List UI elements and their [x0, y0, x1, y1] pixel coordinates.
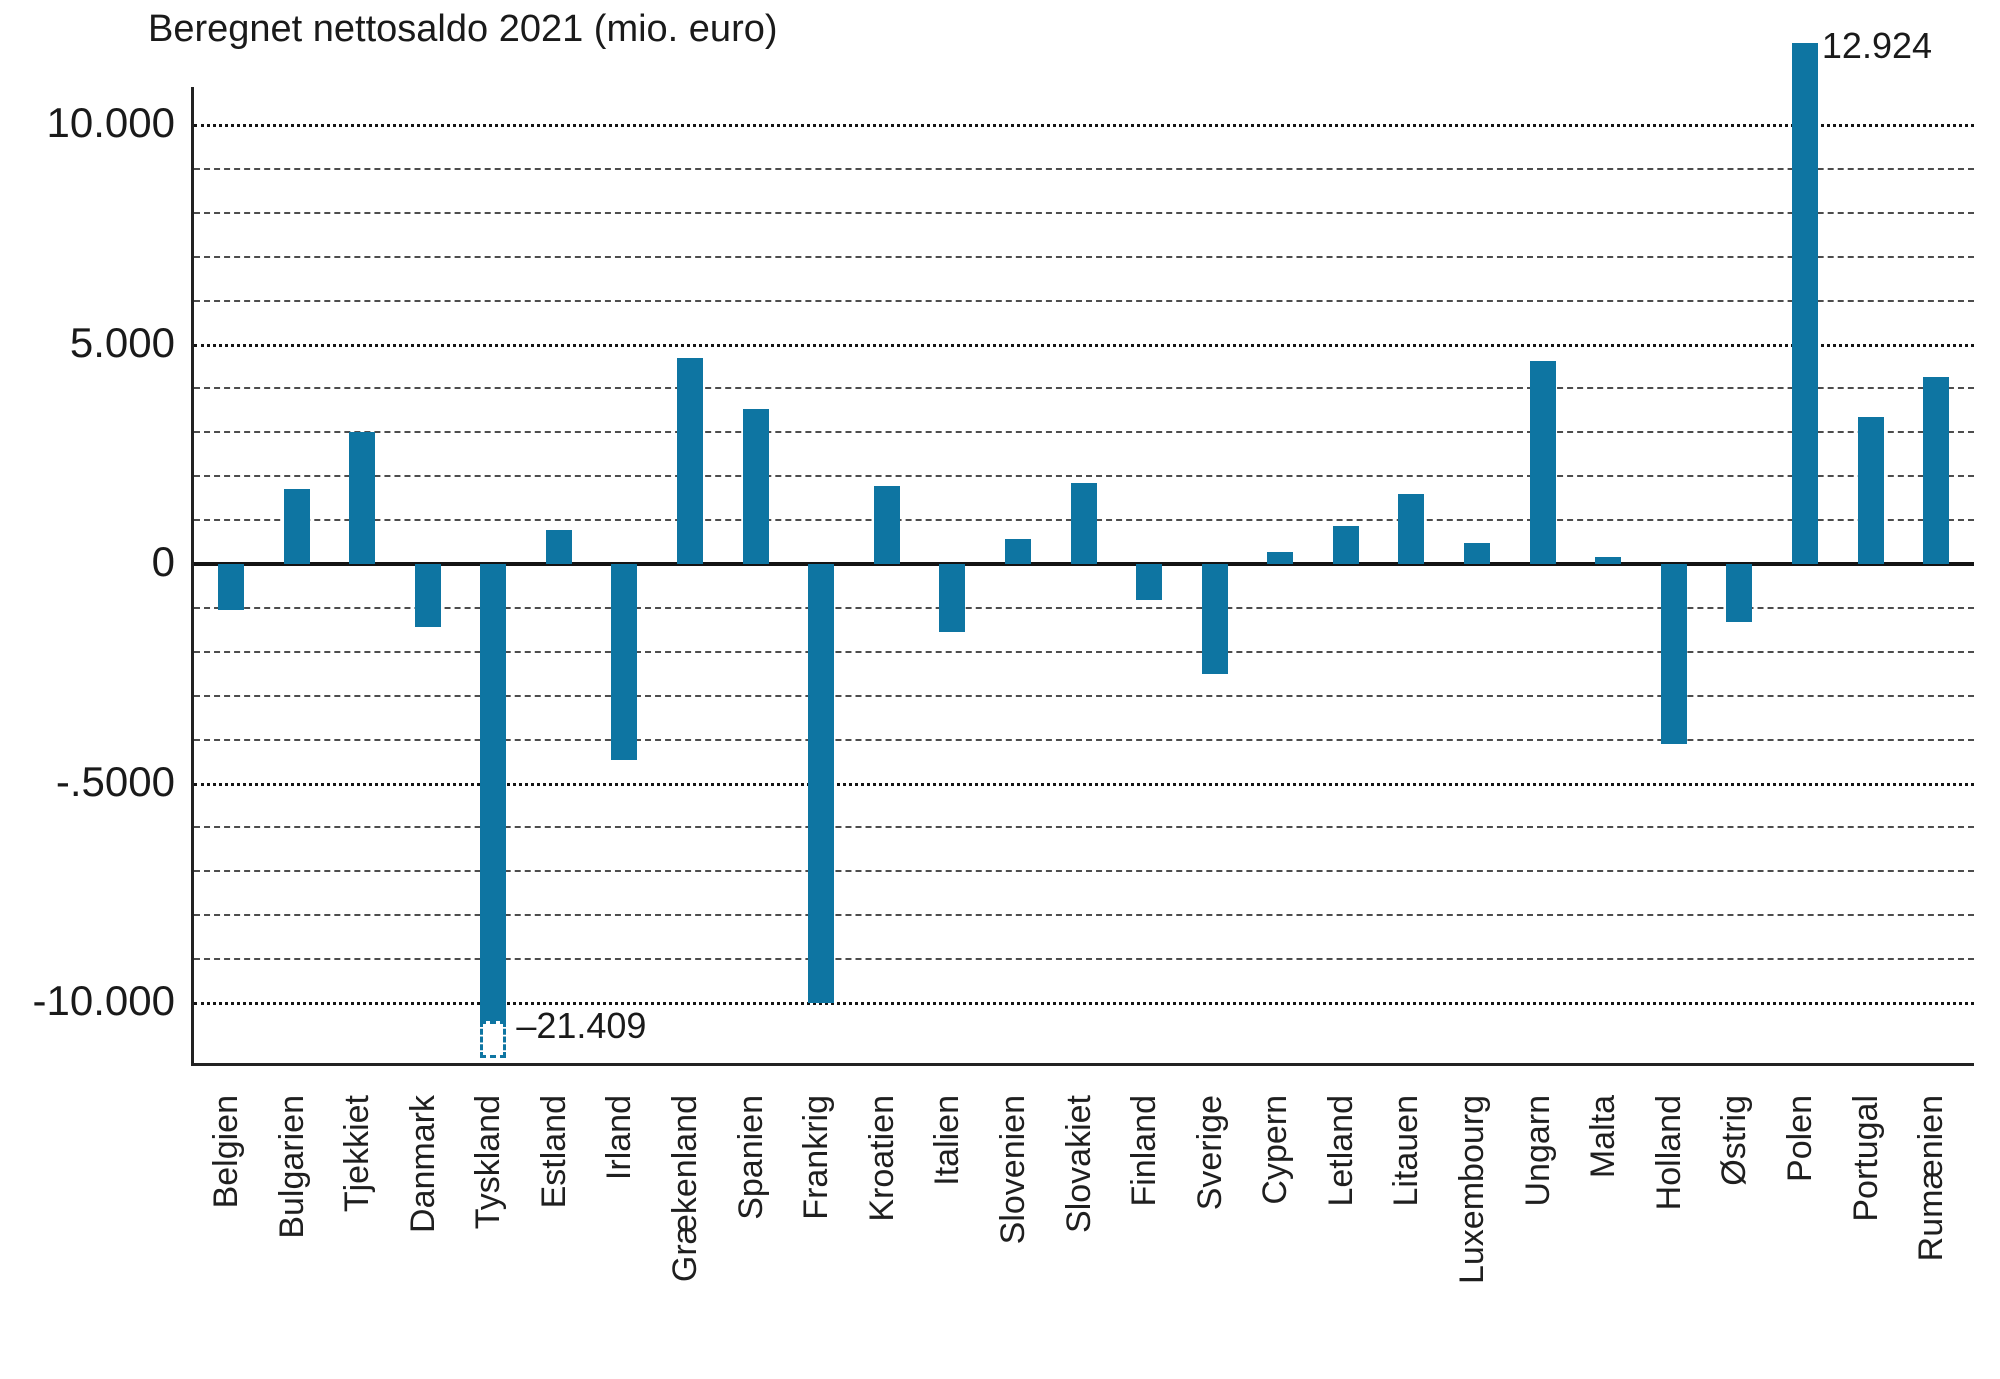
- x-label-kroatien: Kroatien: [862, 1095, 901, 1222]
- bar-luxembourg: [1464, 543, 1491, 564]
- bar-grækenland: [677, 358, 704, 564]
- y-tick-label: 0: [151, 538, 175, 585]
- x-label-malta: Malta: [1584, 1095, 1623, 1179]
- x-label-estland: Estland: [534, 1095, 573, 1209]
- x-label-holland: Holland: [1649, 1095, 1688, 1211]
- x-label-rumænien: Rumænien: [1912, 1095, 1951, 1262]
- x-label-bulgarien: Bulgarien: [272, 1095, 311, 1239]
- bar-cypern: [1267, 551, 1294, 564]
- minor-gridline: [194, 299, 1974, 302]
- x-label-slovakiet: Slovakiet: [1059, 1095, 1098, 1233]
- minor-gridline: [194, 826, 1974, 829]
- minor-gridline: [194, 914, 1974, 917]
- bar-estland: [545, 529, 572, 564]
- minor-gridline: [194, 738, 1974, 741]
- minor-gridline: [194, 255, 1974, 258]
- bar-malta: [1595, 557, 1622, 564]
- x-label-frankrig: Frankrig: [797, 1095, 836, 1220]
- x-label-spanien: Spanien: [731, 1095, 770, 1220]
- major-gridline: [194, 782, 1974, 786]
- x-label-østrig: Østrig: [1715, 1095, 1754, 1186]
- bar-ungarn: [1529, 360, 1556, 564]
- bar-sverige: [1201, 564, 1228, 675]
- bar-spanien: [742, 409, 769, 564]
- minor-gridline: [194, 606, 1974, 609]
- y-tick-label: -10.000: [32, 977, 175, 1024]
- y-tick-label: -.5000: [55, 757, 175, 805]
- x-label-grækenland: Grækenland: [666, 1095, 705, 1283]
- minor-gridline: [194, 650, 1974, 653]
- bar-holland: [1660, 564, 1687, 744]
- x-label-ungarn: Ungarn: [1518, 1095, 1557, 1207]
- minor-gridline: [194, 387, 1974, 390]
- bar-litauen: [1398, 494, 1425, 564]
- bar-rumænien: [1923, 376, 1950, 564]
- bar-danmark: [414, 564, 441, 627]
- minor-gridline: [194, 958, 1974, 961]
- x-label-tyskland: Tyskland: [469, 1095, 508, 1230]
- zero-baseline: [194, 562, 1974, 566]
- x-label-irland: Irland: [600, 1095, 639, 1181]
- bar-belgien: [218, 564, 244, 611]
- x-label-letland: Letland: [1321, 1095, 1360, 1207]
- bar-slovakiet: [1070, 483, 1097, 564]
- x-label-tjekkiet: Tjekkiet: [338, 1095, 377, 1213]
- bar-italien: [939, 564, 966, 632]
- x-label-italien: Italien: [928, 1095, 967, 1186]
- minor-gridline: [194, 211, 1974, 214]
- bar-finland: [1136, 564, 1163, 600]
- plot-area: 12.924 –21.409: [191, 25, 1974, 1066]
- x-label-cypern: Cypern: [1256, 1095, 1295, 1205]
- major-gridline: [194, 124, 1974, 127]
- bar-polen: [1791, 43, 1818, 564]
- minor-gridline: [194, 870, 1974, 873]
- minor-gridline: [194, 694, 1974, 697]
- minor-gridline: [194, 167, 1974, 170]
- minor-gridline: [194, 475, 1974, 478]
- bar-letland: [1332, 525, 1359, 564]
- bar-frankrig: [808, 564, 835, 1003]
- value-annotation-tyskland: –21.409: [516, 1005, 647, 1046]
- bar-portugal: [1857, 416, 1884, 564]
- bar-bulgarien: [283, 489, 310, 564]
- x-label-polen: Polen: [1780, 1095, 1819, 1182]
- bar-tyskland: [480, 564, 507, 1021]
- major-gridline: [194, 1002, 1974, 1005]
- x-label-portugal: Portugal: [1846, 1095, 1885, 1222]
- bar-tjekkiet: [349, 432, 376, 564]
- y-tick-label: 10.000: [46, 99, 175, 146]
- truncation-dashed-box-tyskland: [480, 1021, 507, 1058]
- x-label-slovenien: Slovenien: [993, 1095, 1032, 1245]
- value-annotation-polen: 12.924: [1821, 25, 1933, 66]
- bar-irland: [611, 564, 638, 760]
- x-label-luxembourg: Luxembourg: [1453, 1095, 1492, 1285]
- x-label-belgien: Belgien: [207, 1095, 245, 1209]
- x-label-danmark: Danmark: [403, 1095, 442, 1233]
- x-label-sverige: Sverige: [1190, 1095, 1229, 1211]
- x-label-litauen: Litauen: [1387, 1095, 1426, 1207]
- bar-kroatien: [873, 485, 900, 564]
- bar-østrig: [1726, 564, 1753, 622]
- minor-gridline: [194, 431, 1974, 434]
- chart-title: Beregnet nettosaldo 2021 (mio. euro): [148, 8, 778, 50]
- y-tick-label: 5.000: [69, 318, 175, 366]
- x-label-finland: Finland: [1125, 1095, 1164, 1207]
- major-gridline: [194, 343, 1974, 347]
- bar-slovenien: [1004, 538, 1031, 564]
